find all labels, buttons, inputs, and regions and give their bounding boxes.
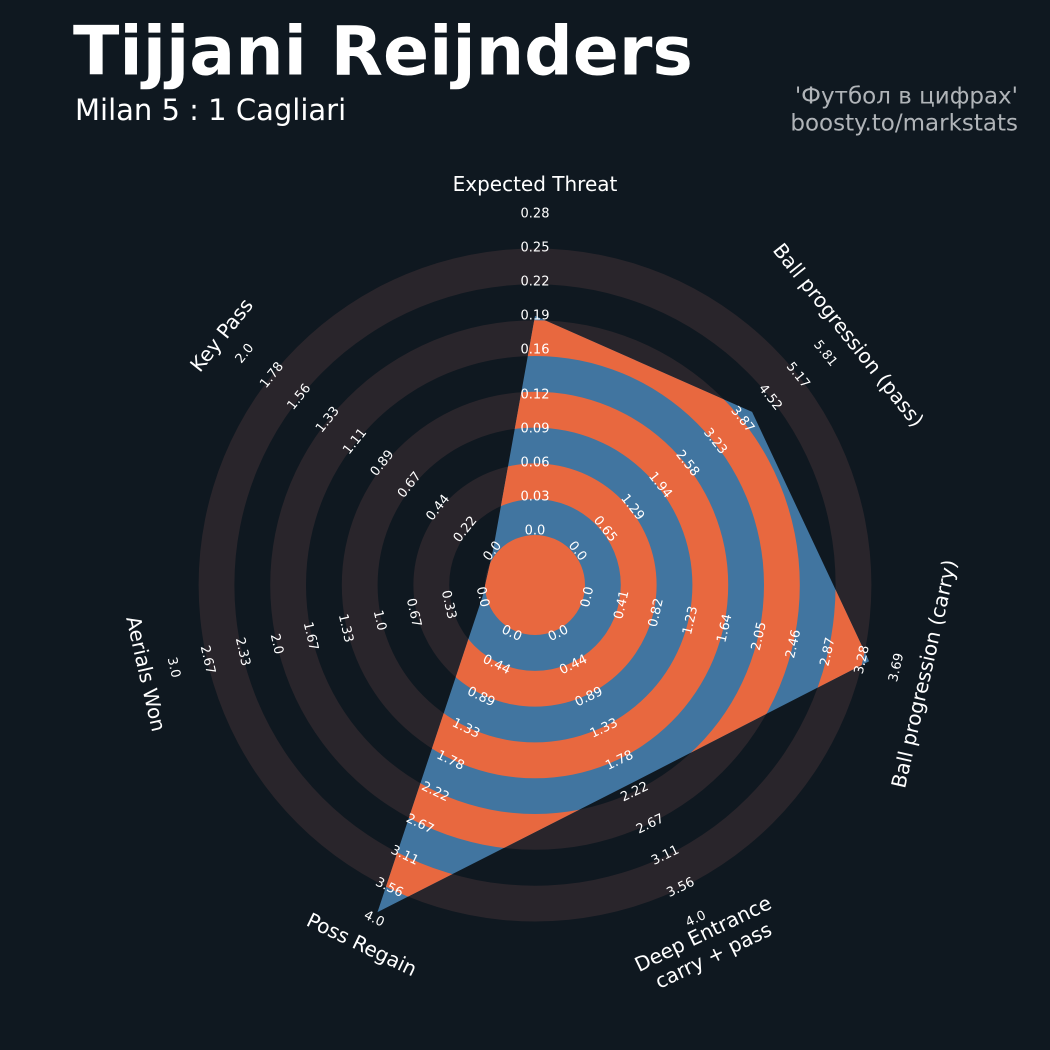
tick-label: 0.06 xyxy=(521,456,550,471)
tick-label: 0.16 xyxy=(521,342,550,357)
tick-label: 2.0 xyxy=(267,632,286,656)
tick-label: 1.0 xyxy=(370,609,389,633)
tick-label: 2.05 xyxy=(749,620,770,652)
chart-subtitle: Milan 5 : 1 Cagliari xyxy=(75,93,346,127)
tick-label: 0.19 xyxy=(521,308,550,323)
tick-label: 0.22 xyxy=(521,274,550,289)
tick-label: 0.0 xyxy=(473,585,492,609)
tick-label: 0.67 xyxy=(403,597,424,629)
param-label: Expected Threat xyxy=(453,172,618,196)
tick-label: 0.41 xyxy=(611,589,632,621)
tick-label: 0.0 xyxy=(525,524,546,539)
tick-label: 2.87 xyxy=(817,636,838,668)
credit: boosty.to/markstats xyxy=(790,111,1018,137)
tick-label: 3.28 xyxy=(852,644,873,676)
tick-label: 0.03 xyxy=(521,490,550,505)
tick-label: 0.25 xyxy=(521,240,550,255)
tick-label: 2.33 xyxy=(232,636,253,668)
tick-label: 0.0 xyxy=(578,585,597,609)
tick-label: 0.28 xyxy=(521,207,550,222)
tick-label: 3.69 xyxy=(886,652,907,684)
tick-label: 0.33 xyxy=(438,589,459,621)
tick-label: 2.67 xyxy=(197,644,218,676)
tick-label: 0.12 xyxy=(521,388,550,403)
tick-label: 1.23 xyxy=(680,605,701,637)
tick-label: 1.67 xyxy=(300,621,321,653)
chart-title: Tijjani Reijnders xyxy=(73,13,693,92)
tick-label: 0.09 xyxy=(521,422,550,437)
tick-label: 1.64 xyxy=(714,613,735,645)
tick-label: 2.46 xyxy=(783,628,804,660)
tick-label: 0.82 xyxy=(646,597,667,629)
tick-label: 1.33 xyxy=(335,613,356,645)
tick-label: 3.0 xyxy=(164,656,183,680)
credit: 'Футбол в цифрах' xyxy=(795,84,1018,110)
